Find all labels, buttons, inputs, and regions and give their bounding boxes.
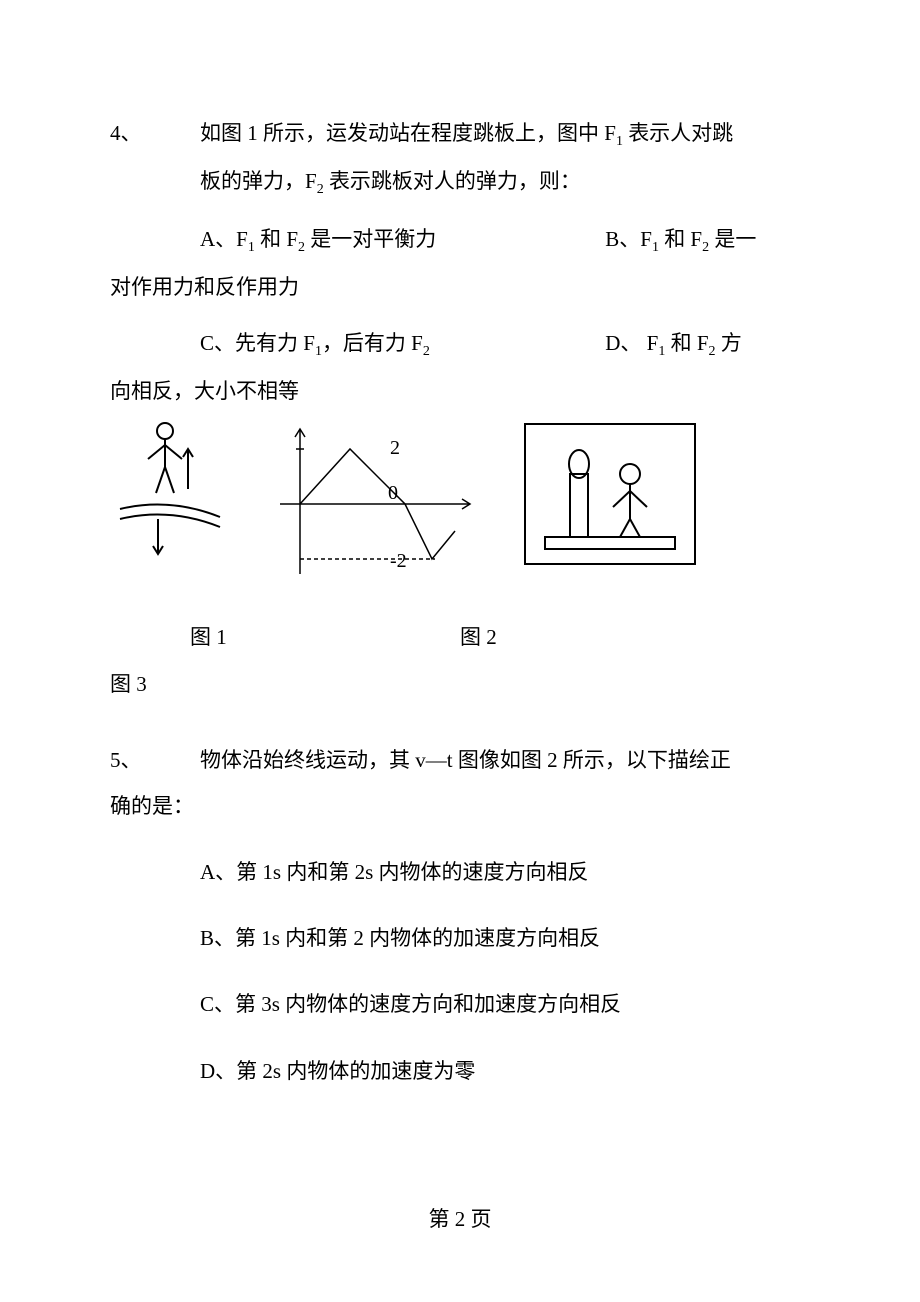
q4-optD: D、 F1 和 F2 方 — [605, 331, 742, 355]
figure-3: t/s — [515, 419, 705, 574]
q4-optA-post: 是一对平衡力 — [305, 227, 436, 251]
q4-sub1: 1 — [616, 134, 623, 149]
q4-optC-s1: 1 — [315, 344, 322, 359]
q5-stem-line1: 5、物体沿始终线运动，其 v—t 图像如图 2 所示，以下描绘正 — [110, 737, 810, 783]
q4-text1b: 表示人对跳 — [623, 121, 733, 145]
q5-optA: A、第 1s 内和第 2s 内物体的速度方向相反 — [110, 849, 810, 895]
q4-optD-s2: 2 — [709, 344, 716, 359]
q4-number: 4、 — [110, 110, 200, 156]
q4-optB-s1: 1 — [652, 240, 659, 255]
q5-number: 5、 — [110, 737, 200, 783]
q5-optB: B、第 1s 内和第 2 内物体的加速度方向相反 — [110, 915, 810, 961]
q4-optC-mid: ，后有力 F — [322, 331, 423, 355]
fig3-xlabel: t/s — [590, 570, 609, 574]
q4-optB-cont: 对作用力和反作用力 — [110, 264, 810, 310]
question-4: 4、如图 1 所示，运发动站在程度跳板上，图中 F1 表示人对跳 板的弹力，F2… — [110, 110, 810, 707]
q4-optB-post: 是一 — [709, 227, 756, 251]
question-5: 5、物体沿始终线运动，其 v—t 图像如图 2 所示，以下描绘正 确的是： A、… — [110, 737, 810, 1094]
q4-text2a: 板的弹力，F — [200, 169, 317, 193]
fig2-label: 图 2 — [460, 614, 497, 660]
figure-2: 2 0 -2 — [260, 419, 485, 589]
q4-options-row2: C、先有力 F1，后有力 F2 D、 F1 和 F2 方 — [110, 320, 810, 368]
q4-optD-post: 方 — [716, 331, 742, 355]
q4-sub2: 2 — [317, 182, 324, 197]
fig2-ybot: -2 — [390, 550, 407, 572]
q5-text1: 物体沿始终线运动，其 v—t 图像如图 2 所示，以下描绘正 — [200, 748, 731, 772]
q4-optC-pre: C、先有力 F — [200, 331, 315, 355]
q4-optC: C、先有力 F1，后有力 F2 — [200, 320, 600, 368]
fig2-ytop: 2 — [390, 437, 400, 459]
q4-optB-pre: B、F — [605, 227, 652, 251]
fig1-label: 图 1 — [190, 614, 460, 660]
q4-optA-mid: 和 F — [255, 227, 298, 251]
q5-optC: C、第 3s 内物体的速度方向和加速度方向相反 — [110, 981, 810, 1027]
q4-optA: A、F1 和 F2 是一对平衡力 — [200, 216, 600, 264]
q4-optD-cont: 向相反，大小不相等 — [110, 368, 810, 414]
figure-1 — [110, 419, 230, 574]
q4-optB: B、F1 和 F2 是一 — [605, 227, 756, 251]
q5-optD: D、第 2s 内物体的加速度为零 — [110, 1048, 810, 1094]
fig2-origin: 0 — [388, 482, 398, 504]
q5-stem-line2: 确的是： — [110, 783, 810, 829]
q4-optD-mid: 和 F — [665, 331, 708, 355]
figure-1-svg — [110, 419, 230, 564]
q4-text1a: 如图 1 所示，运发动站在程度跳板上，图中 F — [200, 121, 616, 145]
figures-row: 2 0 -2 — [110, 419, 810, 589]
page-footer: 第 2 页 — [0, 1196, 920, 1242]
q4-stem-line2: 板的弹力，F2 表示跳板对人的弹力，则： — [110, 158, 810, 206]
q4-text2b: 表示跳板对人的弹力，则： — [324, 169, 581, 193]
q4-optD-pre: D、 F — [605, 331, 658, 355]
q4-optA-s2: 2 — [298, 240, 305, 255]
q4-optC-s2: 2 — [423, 344, 430, 359]
q4-optA-s1: 1 — [248, 240, 255, 255]
fig3-label: 图 3 — [110, 661, 810, 707]
q4-optB-mid: 和 F — [659, 227, 702, 251]
figure-3-svg: t/s — [515, 419, 705, 574]
q4-stem-line1: 4、如图 1 所示，运发动站在程度跳板上，图中 F1 表示人对跳 — [110, 110, 810, 158]
figure-2-svg: 2 0 -2 — [260, 419, 485, 589]
q4-optA-pre: A、F — [200, 227, 248, 251]
q4-options-row1: A、F1 和 F2 是一对平衡力 B、F1 和 F2 是一 — [110, 216, 810, 264]
figure-labels-row: 图 1 图 2 — [110, 614, 810, 660]
